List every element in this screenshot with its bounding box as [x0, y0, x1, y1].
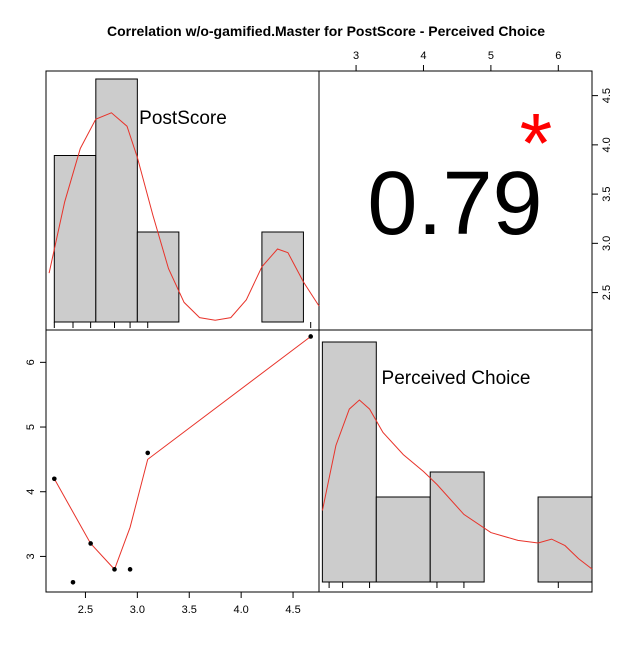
postscore-density-curve	[48, 112, 320, 321]
chart-title: Correlation w/o-gamified.Master for Post…	[107, 23, 545, 39]
x-tick-label: 2.5	[78, 604, 93, 616]
choice-hist-bar	[321, 341, 377, 583]
choice-hist-bar	[375, 496, 431, 583]
x-tick-label: 4.0	[233, 604, 248, 616]
postscore-label: PostScore	[139, 108, 227, 129]
top-tick-label: 6	[555, 50, 561, 62]
scatter-point	[70, 579, 76, 585]
postscore-hist-bar	[53, 155, 97, 323]
choice-hist-bar	[429, 471, 485, 583]
x-tick-label: 4.5	[285, 604, 300, 616]
choice-density-curve	[321, 399, 593, 570]
significance-star: *	[520, 96, 553, 190]
right-tick-label: 4.0	[601, 137, 613, 152]
postscore-hist-bar	[95, 78, 138, 323]
perceived-choice-label: Perceived Choice	[382, 368, 531, 389]
y-tick-label: 3	[25, 553, 37, 559]
y-tick-label: 6	[25, 359, 37, 365]
scatter-point	[308, 334, 313, 339]
panel-scatter	[45, 329, 320, 593]
scatter-point	[112, 567, 117, 572]
right-tick-label: 3.0	[601, 236, 613, 251]
postscore-hist-bar	[261, 231, 304, 323]
choice-hist-bar	[537, 496, 593, 583]
scatter-point	[52, 476, 57, 482]
x-tick-label: 3.0	[130, 604, 145, 616]
panel-choice-hist	[318, 329, 593, 593]
x-tick-label: 3.5	[182, 604, 197, 616]
y-tick-label: 4	[25, 489, 37, 495]
scatter-point	[127, 567, 133, 572]
right-tick-label: 4.5	[601, 88, 613, 103]
y-tick-label: 5	[25, 424, 37, 430]
scatter-smooth-line	[53, 336, 312, 571]
scatter-point	[145, 450, 151, 456]
right-tick-label: 2.5	[601, 285, 613, 300]
scatter-point	[88, 541, 93, 546]
top-tick-label: 5	[488, 50, 494, 62]
right-tick-label: 3.5	[601, 186, 613, 201]
top-tick-label: 4	[420, 50, 426, 62]
correlation-value: 0.79	[367, 154, 542, 254]
top-tick-label: 3	[353, 50, 359, 62]
